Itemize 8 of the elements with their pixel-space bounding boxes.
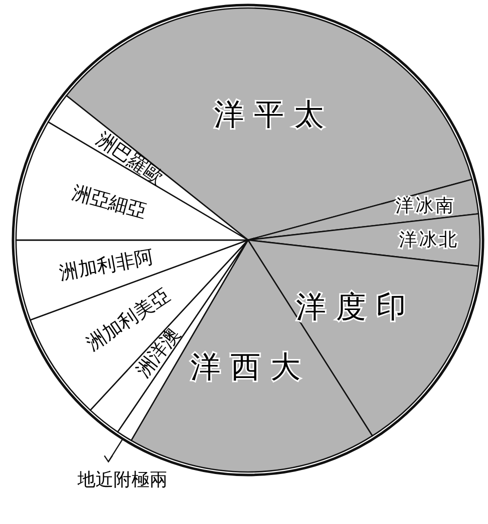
- slice-label: 洲洋澳: [132, 323, 185, 382]
- slice-label: 洋西大: [190, 350, 310, 386]
- legend-label: 地近附極兩: [76, 470, 168, 491]
- slice-label: 洲加利非阿: [58, 246, 156, 284]
- slice-label: 洋平太: [214, 98, 334, 133]
- slice-label: 洋冰北: [398, 229, 459, 250]
- slice-label: 洋度印: [296, 290, 416, 326]
- slice-label: 洋冰南: [396, 196, 456, 217]
